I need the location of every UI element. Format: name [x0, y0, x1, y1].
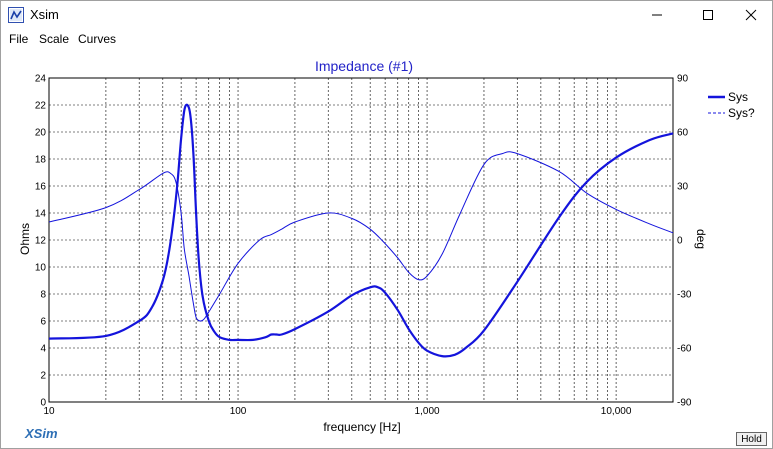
legend: Sys Sys? — [708, 90, 755, 120]
x-tick-label: 100 — [230, 406, 247, 417]
x-tick-label: 10,000 — [601, 406, 632, 417]
maximize-button[interactable] — [685, 1, 731, 29]
y2-tick-label: 90 — [677, 74, 689, 85]
y2-axis-label: deg — [694, 229, 708, 249]
menu-scale[interactable]: Scale — [39, 32, 70, 46]
y2-tick-label: 30 — [677, 182, 689, 193]
y-tick-label: 14 — [35, 209, 47, 220]
series-line-phase — [48, 151, 674, 322]
legend-label-sys: Sys — [728, 90, 748, 104]
y-tick-label: 24 — [35, 74, 47, 85]
y-tick-label: 18 — [35, 155, 47, 166]
y-axis-label: Ohms — [18, 223, 32, 255]
hold-button[interactable]: Hold — [736, 432, 767, 446]
y2-tick-label: 60 — [677, 128, 689, 139]
y-tick-label: 12 — [35, 236, 47, 247]
series-line-impedance — [48, 103, 674, 358]
chart-area: 0 2 4 6 8 10 12 14 16 18 20 22 24 -90 -60 -30 0 30 60 90 10 1… — [1, 49, 772, 448]
minimize-button[interactable] — [634, 1, 680, 29]
y-tick-label: 22 — [35, 101, 47, 112]
x-tick-label: 1,000 — [415, 406, 440, 417]
menu-curves[interactable]: Curves — [78, 32, 117, 46]
maximize-icon — [703, 10, 713, 20]
y-tick-label: 10 — [35, 263, 47, 274]
minimize-icon — [652, 14, 662, 16]
title-bar: Xsim — [1, 1, 772, 29]
xsim-watermark: XSim — [24, 426, 58, 441]
y2-tick-label: -60 — [677, 344, 692, 355]
y-tick-label: 4 — [40, 344, 46, 355]
y-tick-label: 2 — [40, 371, 46, 382]
close-button[interactable] — [728, 1, 773, 29]
y-tick-label: 6 — [40, 317, 46, 328]
xsim-app-icon — [8, 7, 24, 23]
x-tick-label: 10 — [43, 406, 55, 417]
legend-label-sys-q: Sys? — [728, 106, 755, 120]
x-axis-label: frequency [Hz] — [323, 420, 400, 434]
y2-tick-label: -30 — [677, 290, 692, 301]
window-title: Xsim — [30, 7, 59, 22]
menu-bar: File Scale Curves — [1, 30, 772, 48]
y-tick-label: 8 — [40, 290, 46, 301]
y-tick-label: 20 — [35, 128, 47, 139]
y-tick-label: 0 — [40, 398, 46, 409]
y2-tick-label: -90 — [677, 398, 692, 409]
menu-file[interactable]: File — [9, 32, 29, 46]
y2-tick-label: 0 — [677, 236, 683, 247]
y-tick-label: 16 — [35, 182, 47, 193]
close-icon — [745, 9, 757, 21]
chart-title: Impedance (#1) — [315, 58, 413, 74]
